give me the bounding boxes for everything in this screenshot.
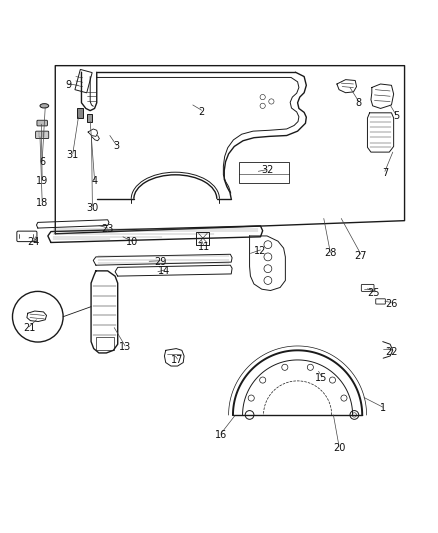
Text: 11: 11 [198, 242, 210, 252]
FancyBboxPatch shape [77, 108, 83, 118]
FancyBboxPatch shape [35, 131, 49, 139]
Text: 32: 32 [261, 165, 273, 175]
Text: 28: 28 [324, 248, 336, 259]
Text: 7: 7 [382, 168, 388, 177]
Text: 13: 13 [119, 342, 131, 352]
Text: 1: 1 [380, 403, 386, 414]
FancyBboxPatch shape [87, 114, 92, 123]
Text: 22: 22 [385, 346, 398, 357]
Text: 3: 3 [113, 141, 120, 151]
Bar [75, 69, 92, 93]
Text: 17: 17 [171, 356, 184, 365]
Text: 25: 25 [368, 288, 380, 298]
Text: 19: 19 [36, 176, 48, 187]
Text: 23: 23 [102, 224, 114, 235]
Text: 5: 5 [393, 111, 399, 121]
Bar [96, 337, 114, 350]
Text: 6: 6 [39, 157, 45, 167]
Text: 26: 26 [385, 298, 398, 309]
Text: 27: 27 [355, 251, 367, 261]
Text: 20: 20 [333, 443, 345, 453]
Text: 24: 24 [27, 238, 39, 247]
Ellipse shape [40, 103, 49, 108]
Text: 15: 15 [315, 373, 328, 383]
Text: 8: 8 [356, 98, 362, 108]
Bar [239, 161, 289, 183]
Text: 21: 21 [23, 322, 35, 333]
Text: 18: 18 [36, 198, 48, 208]
Bar [196, 231, 209, 245]
FancyBboxPatch shape [376, 299, 385, 304]
Text: 12: 12 [254, 246, 267, 256]
FancyBboxPatch shape [37, 120, 47, 126]
Text: 10: 10 [126, 238, 138, 247]
FancyBboxPatch shape [361, 285, 374, 292]
Text: 2: 2 [198, 107, 205, 117]
Text: 14: 14 [158, 266, 170, 276]
FancyBboxPatch shape [17, 231, 37, 241]
Text: 30: 30 [86, 203, 99, 213]
Text: 4: 4 [92, 176, 98, 187]
Text: 29: 29 [154, 257, 166, 267]
Text: 9: 9 [65, 80, 71, 90]
Text: 31: 31 [67, 150, 79, 160]
Text: 16: 16 [215, 430, 227, 440]
